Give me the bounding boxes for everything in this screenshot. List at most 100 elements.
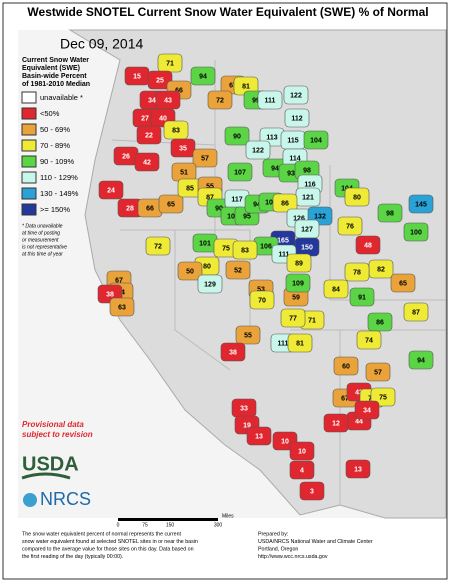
basin [197,274,223,294]
basin-label: 101 [199,240,211,247]
scale-bar [118,518,218,521]
basin-label: 52 [234,267,242,274]
basin-label: 90 [215,205,223,212]
basin [286,253,312,273]
basin [356,330,382,350]
basin [158,194,184,214]
basin [246,426,272,446]
basin-label: 55 [244,332,252,339]
basin-label: 67 [341,395,349,402]
basin-label: 70 [258,297,266,304]
basin-label: 65 [399,280,407,287]
basin-label: 28 [126,205,134,212]
basin-label: 114 [289,155,300,162]
basin-label: 63 [118,304,126,311]
basin-label: 43 [164,97,172,104]
legend-swatch [21,187,37,200]
basin-label: 82 [377,266,385,273]
basin-label: 53 [257,286,265,293]
basin-label: 100 [410,229,422,236]
basin-label: 78 [353,269,361,276]
basin-label: 127 [301,226,313,233]
basin-label: 75 [379,394,387,401]
basin [284,108,310,128]
basin [299,481,325,501]
basin-label: 117 [231,196,242,203]
provisional-note: subject to revision [22,430,93,439]
legend-title: of 1981-2010 Median [22,81,90,88]
usda-wave [21,472,71,480]
basin [345,459,371,479]
basin [408,350,434,370]
legend-note: is not representative [22,244,67,250]
legend-label: 90 - 109% [40,157,75,166]
basin-label: 111 [278,340,289,347]
basin-label: 90 [233,133,241,140]
basin [98,180,124,200]
nrcs-drop [23,493,37,507]
basin-label: 15 [133,73,141,80]
basin [403,222,429,242]
basin-label: 34 [148,97,156,104]
legend-label: 110 - 129% [40,173,78,182]
basin-label: 71 [166,60,174,67]
basin [287,333,313,353]
legend-swatch [21,155,37,168]
basin [245,140,271,160]
footer-right: Portland, Oregon [258,546,298,552]
basin-label: 13 [354,466,362,473]
basin-label: 57 [201,155,209,162]
basin [355,235,381,255]
legend-label: >= 150% [40,205,70,214]
basin-label: 50 [186,268,194,275]
basin-label: 111 [279,251,290,258]
basin [224,126,250,146]
basin-label: 22 [145,132,153,139]
basin [145,236,171,256]
basin [227,162,253,182]
basin-label: 26 [122,153,130,160]
basin-label: 57 [374,369,382,376]
scale-tick: 75 [142,522,148,528]
legend-swatch [21,123,37,136]
basin [349,287,375,307]
scale-unit: Miles [222,513,234,519]
basin [272,193,298,213]
basin-label: 94 [253,201,261,208]
legend-note: at time of posting [22,230,60,236]
basin [235,325,261,345]
basin-label: 122 [252,147,264,154]
basin-label: 165 [277,237,289,244]
basin-label: 94 [417,357,425,364]
basin-label: 10 [281,438,289,445]
basin-label: 76 [346,223,354,230]
basin-label: 93 [287,170,295,177]
basin-label: 91 [358,294,366,301]
basin-label: 42 [143,159,151,166]
basin-label: 55 [206,183,214,190]
basin [249,290,275,310]
basin [333,356,359,376]
basin-label: 106 [260,243,272,250]
basin [232,240,258,260]
legend-title: Basin-wide Percent [22,73,87,80]
basin [289,441,315,461]
basin-label: 75 [222,245,230,252]
legend-swatch [21,139,37,152]
basin-label: 67 [229,82,237,89]
basin-label: 126 [293,215,305,222]
title: Westwide SNOTEL Current Snow Water Equiv… [27,5,428,19]
basin-label: 43 [355,389,363,396]
basin [257,90,283,110]
basin-label: 87 [206,194,214,201]
basin-label: 72 [216,97,224,104]
basin [134,152,160,172]
basin [354,400,380,420]
footer-left: compared to the average value for those … [22,546,194,552]
basin-label: 24 [107,187,115,194]
basin [207,90,233,110]
nrcs-logo: NRCS [40,489,91,509]
usda-logo: USDA [22,453,79,475]
basin [136,125,162,145]
